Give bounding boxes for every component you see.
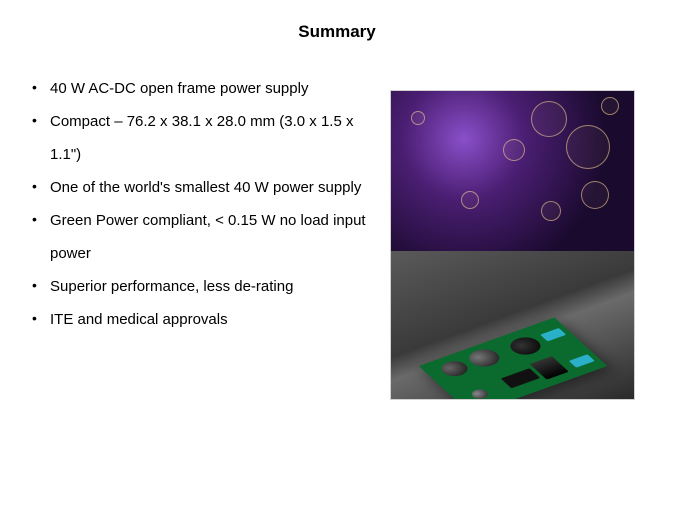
bullet-item: Green Power compliant, < 0.15 W no load …	[28, 204, 380, 270]
bokeh-circle-icon	[531, 101, 567, 137]
bullet-list: 40 W AC-DC open frame power supply Compa…	[20, 72, 380, 400]
bokeh-circle-icon	[601, 97, 619, 115]
bullet-item: One of the world's smallest 40 W power s…	[28, 171, 380, 204]
capacitor-icon	[436, 359, 472, 380]
bokeh-circle-icon	[411, 111, 425, 125]
bullet-item: 40 W AC-DC open frame power supply	[28, 72, 380, 105]
bokeh-circle-icon	[461, 191, 479, 209]
content-row: 40 W AC-DC open frame power supply Compa…	[0, 72, 674, 400]
bokeh-circle-icon	[566, 125, 610, 169]
connector-icon	[540, 328, 566, 341]
image-backdrop-bottom	[391, 251, 634, 399]
bokeh-circle-icon	[503, 139, 525, 161]
bullet-item: Compact – 76.2 x 38.1 x 28.0 mm (3.0 x 1…	[28, 105, 380, 171]
image-backdrop-top	[391, 91, 634, 251]
pcb-board	[418, 318, 607, 400]
bokeh-circle-icon	[581, 181, 609, 209]
capacitor-icon	[468, 388, 490, 400]
product-image	[390, 90, 635, 400]
pcb-assembly-icon	[418, 318, 607, 400]
bullet-item: Superior performance, less de-rating	[28, 270, 380, 303]
connector-icon	[568, 354, 594, 367]
ic-chip-icon	[500, 368, 539, 388]
inductor-icon	[504, 334, 545, 358]
bokeh-circle-icon	[541, 201, 561, 221]
bullet-item: ITE and medical approvals	[28, 303, 380, 336]
capacitor-icon	[463, 346, 504, 370]
page-title: Summary	[0, 0, 674, 72]
